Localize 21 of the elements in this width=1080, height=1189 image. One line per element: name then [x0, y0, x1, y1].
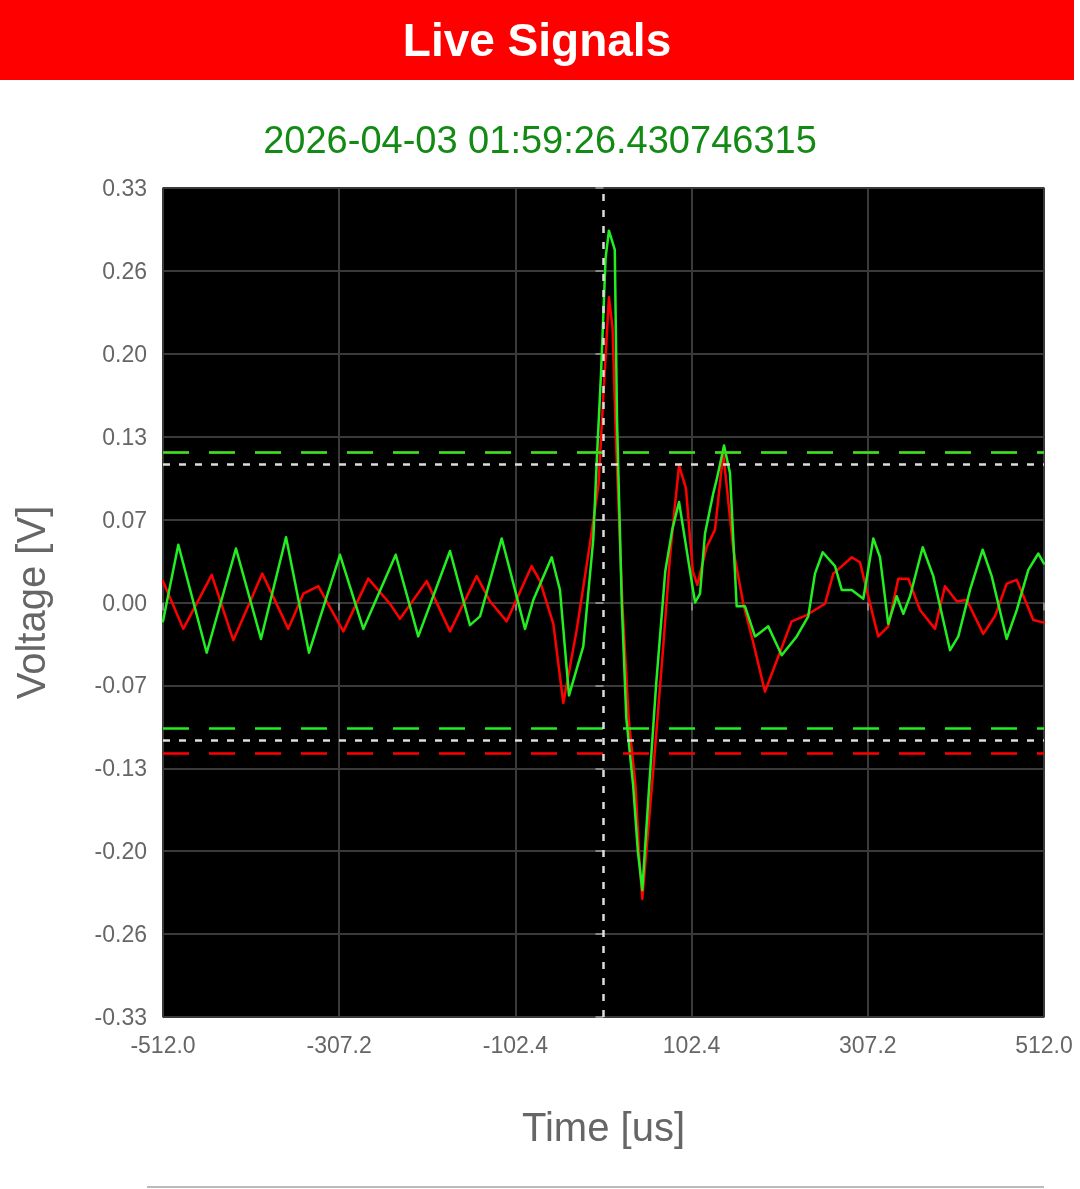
chart-subtitle: 2026-04-03 01:59:26.430746315 — [263, 119, 817, 161]
y-tick-label: -0.07 — [94, 672, 147, 699]
y-tick-label: -0.20 — [94, 838, 147, 865]
y-tick-label: -0.13 — [94, 755, 147, 782]
chart-title: Live Signals — [402, 13, 672, 67]
x-axis-title: Time [us] — [522, 1105, 685, 1149]
x-tick-label: -512.0 — [130, 1031, 196, 1058]
y-tick-label: 0.26 — [102, 257, 147, 284]
y-axis-title: Voltage [V] — [9, 505, 53, 700]
y-tick-label: 0.20 — [102, 340, 147, 367]
x-tick-label: -307.2 — [306, 1031, 372, 1058]
x-tick-label: 307.2 — [839, 1031, 897, 1058]
y-tick-label: 0.00 — [102, 589, 147, 616]
y-tick-label: 0.07 — [102, 506, 147, 533]
x-tick-label: -102.4 — [482, 1031, 549, 1058]
y-tick-label: 0.33 — [102, 175, 147, 201]
y-tick-label: 0.13 — [102, 423, 147, 450]
x-tick-label: 102.4 — [662, 1031, 721, 1058]
y-tick-label: -0.33 — [94, 1004, 147, 1030]
y-tick-label: -0.26 — [94, 921, 147, 948]
x-tick-label: 512.0 — [1015, 1031, 1073, 1058]
